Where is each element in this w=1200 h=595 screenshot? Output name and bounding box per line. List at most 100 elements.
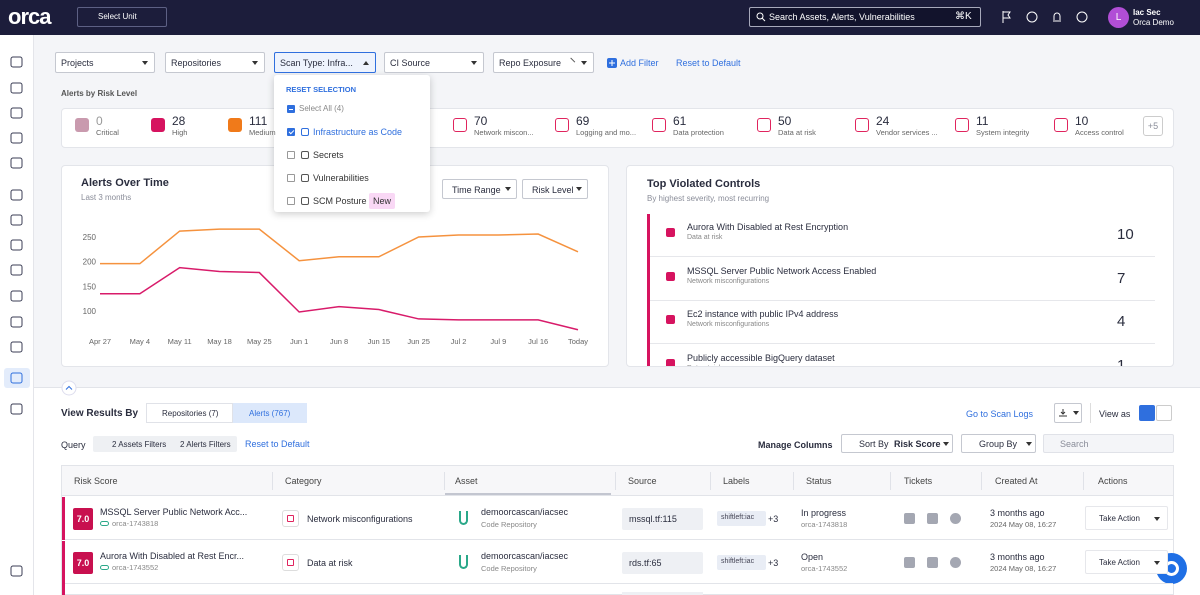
collapse-button[interactable] — [61, 380, 77, 396]
control-name: Ec2 instance with public IPv4 address — [687, 309, 839, 319]
checkbox[interactable] — [287, 197, 295, 205]
ticket-icon[interactable] — [904, 557, 915, 568]
filter-chip[interactable] — [55, 52, 155, 73]
user-org: Orca Demo — [1133, 18, 1174, 27]
risk-label: System integrity — [976, 128, 1030, 137]
nav-icon — [10, 341, 23, 353]
ticket-icon[interactable] — [927, 557, 938, 568]
control-category: Network misconfigurations — [687, 321, 770, 328]
download-button[interactable] — [1054, 403, 1082, 423]
x-tick-label: Jul 2 — [451, 337, 467, 346]
checkbox[interactable] — [287, 151, 295, 159]
sort-box[interactable] — [841, 434, 953, 453]
option-label[interactable]: SCM Posture — [313, 196, 367, 206]
option-label[interactable]: Secrets — [313, 150, 344, 160]
risk-label: Critical — [96, 128, 119, 137]
alert-id: orca-1743552 — [112, 563, 159, 572]
asset-name: demoorcascan/iacsec — [481, 551, 569, 561]
control-count: 10 — [1117, 226, 1134, 243]
risk-strip — [61, 108, 1174, 148]
control-name: MSSQL Server Public Network Access Enabl… — [687, 265, 877, 276]
reset-query[interactable]: Reset to Default — [245, 439, 310, 449]
column-divider — [981, 472, 982, 490]
ticket-icon[interactable] — [927, 513, 938, 524]
reset-filters[interactable]: Reset to Default — [676, 58, 741, 68]
query-chip[interactable] — [93, 436, 237, 452]
group-box[interactable] — [961, 434, 1036, 453]
top-icons[interactable] — [1000, 10, 1095, 24]
table-row[interactable] — [62, 496, 1173, 540]
chart-control[interactable] — [522, 179, 588, 199]
scan-logs-link[interactable]: Go to Scan Logs — [966, 409, 1034, 419]
repo-icon — [459, 555, 468, 569]
query-filter: 2 Assets Filters — [112, 440, 167, 449]
column-divider — [710, 472, 711, 490]
column-divider — [272, 472, 273, 490]
logo[interactable]: orca — [8, 4, 51, 29]
checkbox[interactable] — [287, 128, 295, 136]
ticket-icon[interactable] — [950, 513, 961, 524]
control-icon — [666, 228, 675, 237]
option-label[interactable]: Select All (4) — [299, 104, 344, 113]
tab-active[interactable] — [233, 403, 307, 423]
chart-control[interactable] — [442, 179, 517, 199]
reset-selection[interactable]: RESET SELECTION — [286, 85, 357, 94]
view-as-label: View as — [1099, 409, 1131, 419]
nav-icon — [10, 132, 23, 144]
label-chip — [717, 555, 766, 570]
control-category: Data at risk — [687, 234, 723, 241]
control-row[interactable] — [650, 301, 1155, 344]
view-table-button[interactable] — [1139, 405, 1155, 421]
option-label[interactable]: Infrastructure as Code — [313, 127, 403, 137]
control-row[interactable] — [650, 214, 1155, 257]
manage-columns[interactable]: Manage Columns — [758, 440, 833, 450]
column-header: Actions — [1098, 476, 1128, 486]
control-icon — [666, 358, 675, 366]
add-filter[interactable]: Add Filter — [620, 58, 659, 68]
line-series — [100, 228, 579, 265]
view-list-button[interactable] — [1156, 405, 1172, 421]
unit-selector[interactable] — [77, 7, 167, 27]
risk-label: Data at risk — [778, 128, 816, 137]
sidebar-icons[interactable] — [0, 35, 34, 595]
risk-label: High — [172, 128, 188, 137]
checkbox[interactable] — [287, 174, 295, 182]
control-row[interactable] — [650, 258, 1155, 301]
source-chip — [622, 552, 703, 574]
query-filter: 2 Alerts Filters — [180, 440, 231, 449]
filter-chip-label: Repo Exposure — [499, 58, 562, 68]
more-box[interactable] — [1143, 116, 1163, 136]
category-icon — [282, 554, 299, 571]
option-label[interactable]: Vulnerabilities — [313, 173, 369, 183]
search-input[interactable] — [1043, 434, 1174, 453]
sort-label: Sort By — [859, 439, 889, 449]
status: In progress — [801, 508, 847, 518]
risk-icon — [75, 118, 89, 132]
top-violated-title: Top Violated Controls — [647, 178, 761, 190]
risk-count: 61 — [673, 114, 687, 128]
scan-type-dropdown: RESET SELECTION Select All (4) Infrastruct… — [274, 75, 430, 212]
nav-icon — [10, 82, 23, 94]
search-box[interactable] — [749, 7, 981, 27]
filter-chip[interactable] — [384, 52, 484, 73]
avatar[interactable] — [1108, 7, 1129, 28]
filter-chip[interactable] — [165, 52, 265, 73]
filter-chip[interactable] — [493, 52, 594, 73]
table-row[interactable] — [62, 540, 1173, 584]
x-tick-label: Jul 16 — [528, 337, 548, 346]
risk-count: 28 — [172, 114, 186, 128]
filter-chip[interactable] — [274, 52, 376, 73]
x-tick-label: Jul 9 — [490, 337, 506, 346]
ticket-icon[interactable] — [950, 557, 961, 568]
option-icon — [301, 151, 309, 159]
score-badge: 7.0 — [73, 552, 93, 574]
x-tick-label: May 25 — [247, 337, 272, 346]
tab[interactable] — [146, 403, 233, 423]
line-series — [100, 266, 579, 331]
label: shiftleft:iac — [721, 558, 755, 565]
ticket-icon[interactable] — [904, 513, 915, 524]
x-tick-label: Today — [568, 337, 588, 346]
nav-icon — [10, 565, 23, 577]
action: Take Action — [1099, 558, 1140, 567]
